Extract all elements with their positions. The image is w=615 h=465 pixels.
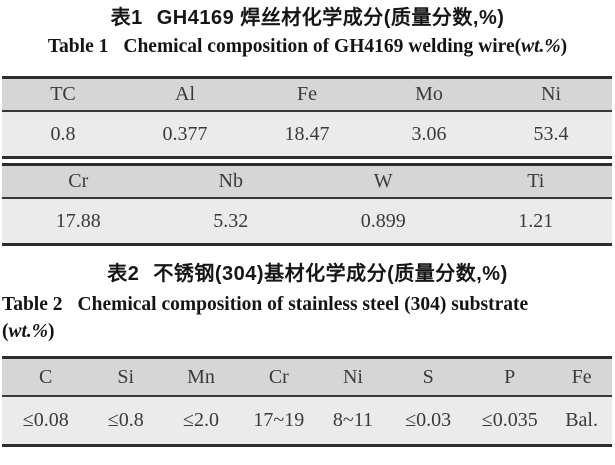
table1-part2-value-row: 17.88 5.32 0.899 1.21	[2, 199, 612, 243]
value-cell: ≤0.035	[481, 409, 538, 431]
table2-caption-en-text: Chemical composition of stainless steel …	[77, 294, 529, 315]
value-cell: 53.4	[533, 122, 569, 145]
table1-caption-en-paren-open: (	[514, 36, 522, 57]
table1-part1: TC Al Fe Mo Ni 0.8 0.377 18.47 3.06 53.4	[2, 76, 612, 159]
table2-caption-zh: 表2 不锈钢(304)基材化学成分(质量分数,%)	[0, 261, 615, 287]
table1-caption-en-unit: wt.%	[521, 36, 561, 57]
value-cell: 0.899	[360, 209, 406, 232]
header-cell: Mn	[187, 365, 215, 388]
table1-caption-en-label: Table 1	[47, 36, 109, 57]
value-cell: 0.8	[50, 122, 76, 145]
table1-caption-zh-label: 表1	[110, 7, 143, 29]
table1-part1-value-row: 0.8 0.377 18.47 3.06 53.4	[2, 112, 612, 156]
header-cell: Fe	[297, 83, 317, 105]
value-cell: ≤0.08	[22, 409, 69, 431]
header-cell: Ni	[342, 365, 363, 388]
value-cell: 17.88	[55, 209, 101, 232]
header-cell: W	[373, 170, 393, 192]
table2: C Si Mn Cr Ni S P Fe ≤0.08 ≤0.8 ≤2.0 17~…	[2, 356, 612, 447]
table1-part2: Cr Nb W Ti 17.88 5.32 0.899 1.21	[2, 163, 612, 246]
value-cell: Bal.	[565, 409, 598, 431]
table2-caption-zh-label: 表2	[107, 263, 140, 285]
table2-caption-en-unit: wt.%	[8, 321, 49, 342]
value-cell: 18.47	[284, 122, 330, 145]
header-cell: Cr	[68, 170, 89, 192]
table2-caption-en-label: Table 2	[2, 294, 63, 315]
value-cell: 5.32	[213, 209, 249, 232]
table1-part1-header-row: TC Al Fe Mo Ni	[2, 79, 612, 112]
header-cell: P	[504, 365, 516, 388]
table1-caption-en-paren-close: )	[560, 36, 568, 57]
header-cell: C	[39, 365, 53, 388]
header-cell: Ti	[527, 170, 545, 192]
table1-caption-zh: 表1 GH4169 焊丝材化学成分(质量分数,%)	[0, 0, 615, 31]
table1-caption-en-text: Chemical composition of GH4169 welding w…	[123, 36, 515, 57]
value-cell: 3.06	[411, 122, 447, 145]
table2-caption-en-line1: Table 2 Chemical composition of stainless…	[0, 291, 615, 318]
table2-caption-zh-text: 不锈钢(304)基材化学成分(质量分数,%)	[153, 263, 508, 285]
value-cell: 17~19	[253, 409, 305, 431]
table2-value-row: ≤0.08 ≤0.8 ≤2.0 17~19 8~11 ≤0.03 ≤0.035 …	[2, 397, 612, 444]
value-cell: 8~11	[332, 409, 373, 431]
header-cell: Al	[175, 83, 195, 105]
header-cell: Si	[117, 365, 135, 388]
table1-caption-en: Table 1 Chemical composition of GH4169 we…	[0, 33, 615, 60]
header-cell: S	[422, 365, 434, 388]
value-cell: ≤0.03	[405, 409, 452, 431]
header-cell: Ni	[541, 83, 561, 105]
table1-caption-zh-text: GH4169 焊丝材化学成分(质量分数,%)	[156, 7, 505, 29]
header-cell: TC	[50, 83, 76, 105]
value-cell: 1.21	[518, 209, 554, 232]
table2-header-row: C Si Mn Cr Ni S P Fe	[2, 359, 612, 397]
value-cell: ≤0.8	[107, 409, 144, 431]
header-cell: Mo	[415, 83, 443, 105]
table2-caption-en-paren-open: (	[2, 321, 9, 342]
value-cell: ≤2.0	[183, 409, 219, 431]
table1-part2-header-row: Cr Nb W Ti	[2, 166, 612, 199]
header-cell: Cr	[268, 365, 289, 388]
table2-caption-en-line2: (wt.%)	[0, 318, 615, 345]
header-cell: Nb	[218, 170, 243, 192]
value-cell: 0.377	[162, 122, 208, 145]
table2-caption-en-paren-close: )	[48, 321, 55, 342]
header-cell: Fe	[571, 365, 592, 388]
